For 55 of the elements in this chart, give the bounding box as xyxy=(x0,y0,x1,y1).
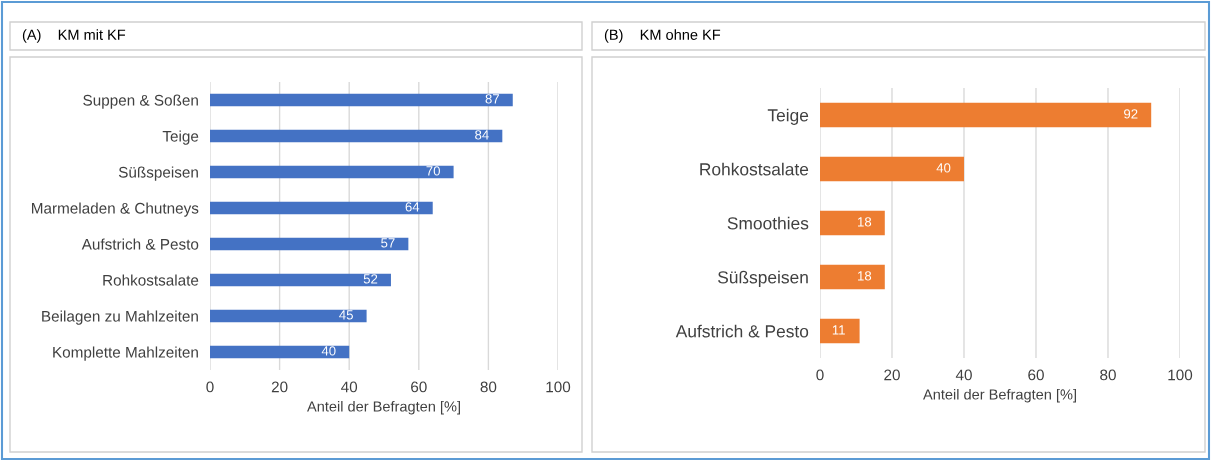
y-tick-label: Aufstrich & Pesto xyxy=(675,324,809,338)
data-label: 84 xyxy=(475,130,489,140)
data-label: 52 xyxy=(363,274,378,284)
data-label: 45 xyxy=(339,310,353,320)
x-tick-label: 80 xyxy=(1100,369,1116,381)
bar xyxy=(820,318,860,344)
y-tick-label: Teige xyxy=(162,130,199,145)
y-tick-label: Aufstrich & Pesto xyxy=(81,238,199,250)
data-label: 92 xyxy=(1124,109,1138,119)
bar xyxy=(820,102,1152,128)
data-label: 40 xyxy=(321,346,336,356)
x-tick-label: 20 xyxy=(271,381,288,393)
bar xyxy=(210,201,433,215)
y-tick-label: Süßspeisen xyxy=(118,166,198,181)
x-tick-label: 60 xyxy=(411,381,427,393)
data-label: 87 xyxy=(485,94,499,104)
x-tick-label: 20 xyxy=(884,369,900,381)
y-tick-label: Teige xyxy=(767,108,809,125)
x-tick-label: 100 xyxy=(546,381,571,393)
x-tick-label: 40 xyxy=(955,369,972,381)
x-tick-label: 0 xyxy=(206,381,214,393)
x-axis-title: Anteil der Befragten [%] xyxy=(307,400,460,415)
text: (B) KM ohne KF xyxy=(604,29,721,43)
x-tick-label: 80 xyxy=(480,381,497,393)
y-tick-label: Süßspeisen xyxy=(718,270,808,287)
bar xyxy=(820,156,964,182)
y-tick-label: Suppen & Soßen xyxy=(83,94,198,109)
data-label: 11 xyxy=(832,325,845,335)
x-tick-label: 100 xyxy=(1168,369,1193,381)
bar xyxy=(210,309,367,323)
data-label: 70 xyxy=(426,166,440,176)
data-label: 18 xyxy=(858,217,872,227)
y-tick-label: Smoothies xyxy=(727,216,809,230)
y-tick-label: Rohkostsalate xyxy=(103,274,199,286)
bar xyxy=(820,264,885,290)
data-label: 18 xyxy=(858,271,872,281)
x-tick-label: 60 xyxy=(1028,369,1044,381)
bar xyxy=(210,129,503,143)
bar xyxy=(210,237,409,251)
x-tick-label: 40 xyxy=(341,381,358,393)
bar xyxy=(210,165,454,179)
y-tick-label: Rohkostsalate xyxy=(700,162,809,176)
text: (A) KM mit KF xyxy=(22,29,126,43)
x-axis-title: Anteil der Befragten [%] xyxy=(923,388,1076,403)
data-label: 64 xyxy=(405,202,420,212)
bar xyxy=(820,210,885,236)
y-tick-label: Komplette Mahlzeiten xyxy=(53,346,198,361)
x-tick-label: 0 xyxy=(816,369,824,381)
bar xyxy=(210,345,350,359)
y-tick-label: Beilagen zu Mahlzeiten xyxy=(42,310,198,325)
data-label: 57 xyxy=(381,238,395,248)
bar xyxy=(210,273,391,287)
bar xyxy=(210,93,513,107)
y-tick-label: Marmeladen & Chutneys xyxy=(32,202,199,217)
data-label: 40 xyxy=(936,163,951,173)
